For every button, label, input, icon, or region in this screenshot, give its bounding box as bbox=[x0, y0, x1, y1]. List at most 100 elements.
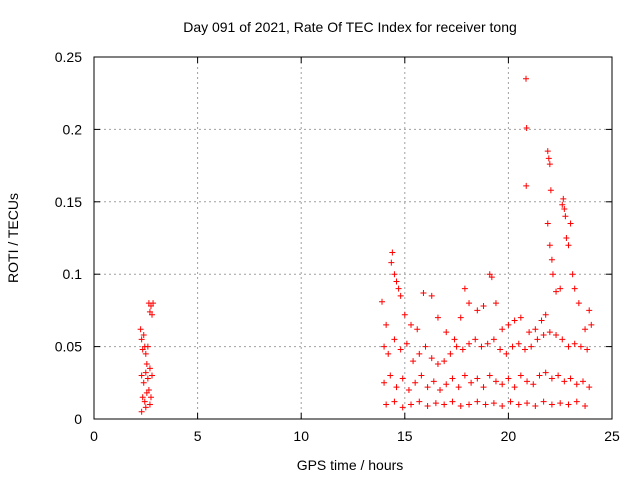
data-point bbox=[561, 378, 568, 385]
data-point bbox=[138, 408, 145, 415]
data-point bbox=[391, 398, 398, 405]
data-point bbox=[139, 394, 146, 401]
data-point bbox=[472, 336, 479, 343]
data-point bbox=[557, 400, 564, 407]
data-point bbox=[565, 401, 572, 408]
data-point bbox=[559, 336, 566, 343]
data-point bbox=[532, 326, 539, 333]
x-tick-label: 20 bbox=[501, 428, 517, 444]
data-point bbox=[569, 271, 576, 278]
data-point bbox=[140, 379, 147, 386]
data-point bbox=[146, 401, 153, 408]
data-point bbox=[401, 311, 408, 318]
data-point bbox=[474, 307, 481, 314]
data-point bbox=[523, 182, 530, 189]
data-point bbox=[505, 321, 512, 328]
data-point bbox=[538, 317, 545, 324]
y-tick-label: 0 bbox=[74, 411, 82, 427]
data-point bbox=[528, 343, 535, 350]
data-point bbox=[428, 292, 435, 299]
data-point bbox=[437, 387, 444, 394]
data-point bbox=[480, 384, 487, 391]
data-point bbox=[420, 290, 427, 297]
data-point bbox=[474, 398, 481, 405]
data-point bbox=[584, 346, 591, 353]
data-point bbox=[149, 311, 156, 318]
data-point bbox=[515, 401, 522, 408]
data-point bbox=[142, 369, 149, 376]
data-point bbox=[484, 340, 491, 347]
data-point bbox=[408, 321, 415, 328]
data-point bbox=[399, 375, 406, 382]
data-point bbox=[536, 372, 543, 379]
data-point bbox=[150, 300, 157, 307]
plot-frame bbox=[93, 56, 613, 420]
data-point bbox=[548, 256, 555, 263]
data-point bbox=[517, 314, 524, 321]
data-point bbox=[588, 321, 595, 328]
data-point bbox=[453, 343, 460, 350]
data-point bbox=[383, 321, 390, 328]
data-point bbox=[395, 285, 402, 292]
data-point bbox=[542, 369, 549, 376]
data-point bbox=[515, 340, 522, 347]
data-point bbox=[490, 400, 497, 407]
data-point bbox=[441, 358, 448, 365]
data-point bbox=[567, 220, 574, 227]
data-point bbox=[553, 332, 560, 339]
data-point bbox=[492, 300, 499, 307]
data-point bbox=[461, 372, 468, 379]
data-point bbox=[408, 401, 415, 408]
data-point bbox=[575, 300, 582, 307]
data-point bbox=[542, 311, 549, 318]
data-point bbox=[140, 332, 147, 339]
data-point bbox=[509, 343, 516, 350]
data-point bbox=[412, 379, 419, 386]
data-point bbox=[526, 329, 533, 336]
data-point bbox=[492, 378, 499, 385]
data-point bbox=[147, 394, 154, 401]
x-tick-label: 5 bbox=[194, 428, 202, 444]
data-point bbox=[393, 384, 400, 391]
data-point bbox=[428, 355, 435, 362]
y-tick-label: 0.1 bbox=[63, 266, 83, 282]
data-point bbox=[517, 372, 524, 379]
data-point bbox=[474, 375, 481, 382]
data-point bbox=[449, 398, 456, 405]
data-point bbox=[405, 387, 412, 394]
data-point bbox=[138, 336, 145, 343]
x-tick-label: 10 bbox=[293, 428, 309, 444]
data-point bbox=[478, 343, 485, 350]
data-point bbox=[521, 346, 528, 353]
data-point bbox=[530, 381, 537, 388]
data-point bbox=[557, 285, 564, 292]
x-tick-label: 15 bbox=[397, 428, 413, 444]
data-point bbox=[430, 378, 437, 385]
data-point bbox=[145, 387, 152, 394]
data-point bbox=[560, 195, 567, 202]
data-point bbox=[549, 271, 556, 278]
data-point bbox=[488, 274, 495, 281]
data-point bbox=[137, 326, 144, 333]
data-point bbox=[582, 402, 589, 409]
data-point bbox=[562, 213, 569, 220]
y-axis-label: ROTI / TECUs bbox=[5, 193, 21, 283]
data-point bbox=[565, 242, 572, 249]
data-point bbox=[503, 350, 510, 357]
data-point bbox=[457, 314, 464, 321]
data-point bbox=[399, 404, 406, 411]
y-tick-label: 0.15 bbox=[55, 194, 82, 210]
data-point bbox=[523, 75, 530, 82]
data-point bbox=[424, 402, 431, 409]
data-point bbox=[414, 326, 421, 333]
data-point bbox=[507, 398, 514, 405]
data-point bbox=[540, 332, 547, 339]
data-point bbox=[586, 307, 593, 314]
data-point bbox=[422, 343, 429, 350]
data-point bbox=[146, 365, 153, 372]
data-point bbox=[451, 336, 458, 343]
data-point bbox=[524, 400, 531, 407]
data-point bbox=[534, 336, 541, 343]
data-point bbox=[447, 350, 454, 357]
data-point bbox=[144, 375, 151, 382]
